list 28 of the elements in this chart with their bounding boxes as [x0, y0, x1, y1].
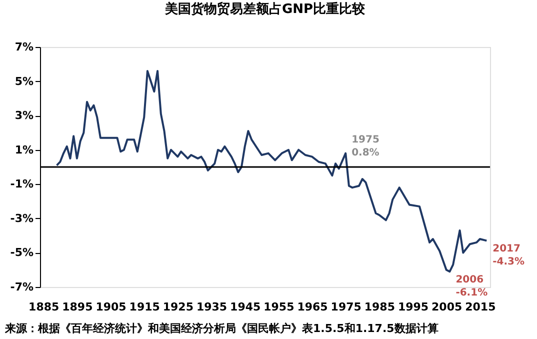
x-tick-label: 1915	[129, 300, 160, 314]
x-tick-label: 1965	[297, 300, 328, 314]
y-tick-label: -5%	[10, 246, 34, 260]
y-tick-label: 3%	[14, 109, 34, 122]
x-tick-label: 1895	[62, 300, 93, 314]
x-tick-label: 2015	[465, 300, 496, 314]
x-tick-label: 1955	[264, 300, 294, 314]
y-tick-label: 1%	[14, 143, 34, 156]
y-tick-label: -7%	[10, 280, 34, 294]
annotation: 2017 -4.3%	[492, 244, 525, 268]
annotation: 1975 0.8%	[352, 134, 380, 158]
chart-title: 美国货物贸易差额占GNP比重比较	[164, 1, 366, 17]
line-series	[56, 70, 488, 273]
x-tick-label: 1925	[162, 300, 194, 314]
annotation: 2006 -6.1%	[456, 274, 488, 299]
x-tick-label: 1995	[398, 300, 429, 314]
y-tick-label: 5%	[14, 74, 34, 88]
x-tick-label: 1945	[230, 300, 261, 314]
x-tick-label: 1985	[364, 300, 395, 314]
x-tick-label: 1885	[28, 300, 60, 314]
source-note: 来源：根据《百年经济统计》和美国经济分析局《国民帐户》表1.5.5和1.17.5数据计算	[4, 322, 438, 335]
x-tick-label: 1905	[96, 300, 126, 314]
y-tick-label: -3%	[10, 212, 34, 225]
x-tick-label: 2005	[432, 300, 462, 314]
x-tick-label: 1935	[196, 300, 228, 314]
x-tick-label: 1975	[330, 300, 362, 314]
y-tick-label: -1%	[10, 178, 34, 191]
y-tick-label: 7%	[14, 40, 34, 54]
